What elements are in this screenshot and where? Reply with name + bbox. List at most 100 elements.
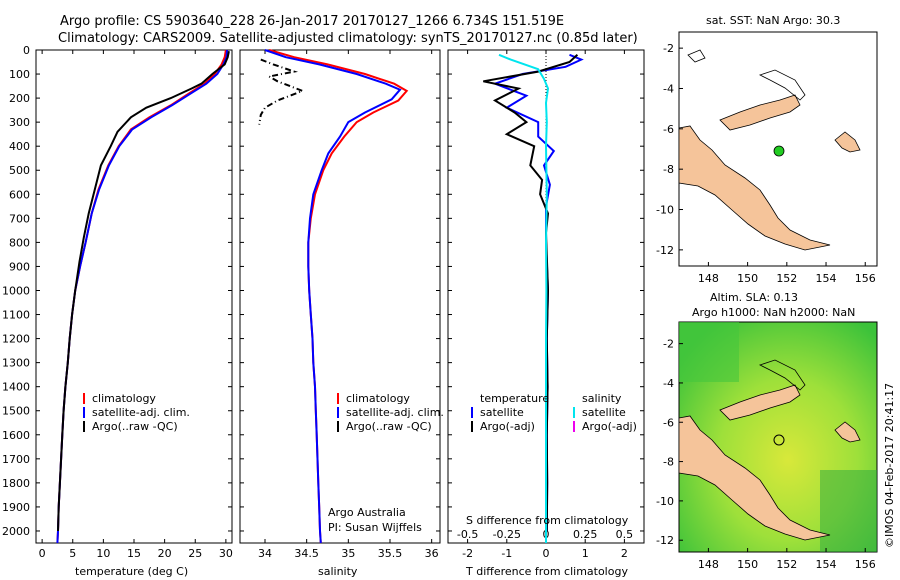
title-line-2: Climatology: CARS2009. Satellite-adjuste… (58, 31, 638, 46)
sst-coast-new-ireland (758, 69, 806, 101)
sla-landmass-bougainville (834, 421, 861, 443)
legend-label: Argo(-adj) (480, 420, 535, 433)
map-y-tick-label: -6 (663, 416, 674, 429)
top-tick-label: 0.5 (616, 528, 634, 541)
imos-credit: ©IMOS 04-Feb-2017 20:41:17 (883, 383, 896, 548)
legend-label: climatology (346, 392, 410, 405)
x-tick-label: 34.5 (294, 547, 319, 560)
difference-x-axis: -2 -1 0 1 2 (462, 50, 628, 560)
depth-tick-label: 1800 (2, 477, 30, 490)
x-tick-label: 2 (621, 547, 628, 560)
map-y-tick-label: -8 (663, 456, 674, 469)
sla-landmass-new-britain (719, 384, 801, 421)
difference-top-label: S difference from climatology (466, 514, 629, 527)
map-x-tick-label: 152 (776, 272, 797, 285)
x-tick-label: -2 (462, 547, 473, 560)
map-y-tick-label: -6 (663, 123, 674, 136)
credit-argo-australia: Argo Australia (328, 506, 406, 519)
map-y-tick-label: -12 (656, 534, 674, 547)
map-y-tick-label: -12 (656, 244, 674, 257)
x-tick-label: 0 (543, 547, 550, 560)
salinity-xlabel: salinity (318, 565, 358, 578)
depth-tick-label: 2000 (2, 525, 30, 538)
map-y-tick-label: -8 (663, 163, 674, 176)
map-y-tick-label: -2 (663, 42, 674, 55)
legend-title-salinity: salinity (582, 392, 622, 405)
difference-series (483, 53, 584, 543)
sla-low-anomaly-nw (679, 322, 739, 382)
temperature-x-axis: 0 5 10 15 20 25 30 (39, 50, 233, 560)
x-tick-label: 20 (158, 547, 172, 560)
sla-landmass-png (678, 415, 831, 541)
salinity-x-axis: 34 34.5 35 35.5 36 (258, 50, 439, 560)
map-x-tick-label: 150 (737, 558, 758, 571)
x-tick-label: 35.5 (378, 547, 403, 560)
depth-tick-label: 1500 (2, 405, 30, 418)
x-tick-label: 36 (425, 547, 439, 560)
sst-landmass-png (678, 125, 831, 251)
top-tick-label: -0.25 (493, 528, 521, 541)
series-argo-raw-qc- (258, 58, 306, 125)
depth-tick-label: 600 (9, 188, 30, 201)
map-y-tick-label: -4 (663, 377, 674, 390)
top-tick-label: -0.5 (457, 528, 478, 541)
legend-label: satellite (480, 406, 524, 419)
x-tick-label: 5 (69, 547, 76, 560)
map-y-tick-label: -10 (656, 495, 674, 508)
depth-tick-label: 200 (9, 92, 30, 105)
series-satellite-adj-clim- (264, 49, 402, 544)
sla-map-axes: 148 150 152 154 156 -2 -4 -6 -8 -10 -12 (656, 338, 876, 571)
sla-map-title-1: Altim. SLA: 0.13 (710, 291, 798, 304)
legend-label: satellite-adj. clim. (92, 406, 190, 419)
x-tick-label: 15 (127, 547, 141, 560)
legend-title-temperature: temperature (480, 392, 549, 405)
sla-argo-float-marker (773, 434, 785, 446)
depth-tick-label: 400 (9, 140, 30, 153)
map-x-tick-label: 152 (776, 558, 797, 571)
depth-tick-label: 1400 (2, 381, 30, 394)
map-x-tick-label: 156 (855, 272, 876, 285)
legend-label: Argo(-adj) (582, 420, 637, 433)
legend-label: satellite-adj. clim. (346, 406, 444, 419)
map-x-tick-label: 156 (855, 558, 876, 571)
sst-map-axes: 148 150 152 154 156 -2 -4 -6 -8 -10 -12 (656, 42, 876, 285)
series-t-argo-adj- (483, 54, 579, 532)
sla-coast-new-ireland (758, 359, 806, 391)
depth-tick-label: 100 (9, 68, 30, 81)
sst-landmass-new-britain (719, 94, 801, 131)
depth-tick-label: 1600 (2, 429, 30, 442)
series-s-satellite (498, 53, 550, 543)
depth-tick-label: 1100 (2, 309, 30, 322)
map-x-tick-label: 150 (737, 272, 758, 285)
difference-legend: temperature satellite Argo(-adj) salinit… (471, 392, 637, 433)
map-x-tick-label: 154 (816, 558, 837, 571)
sla-map-title-2: Argo h1000: NaN h2000: NaN (692, 306, 855, 319)
depth-tick-label: 800 (9, 236, 30, 249)
x-tick-label: 35 (341, 547, 355, 560)
map-y-tick-label: -10 (656, 204, 674, 217)
map-x-tick-label: 154 (816, 272, 837, 285)
title-line-1: Argo profile: CS 5903640_228 26-Jan-2017… (60, 14, 564, 29)
map-x-tick-label: 148 (698, 272, 719, 285)
depth-axis: 0 100 200 300 400 500 600 700 800 900 1000 1100 1200… (2, 44, 644, 538)
sla-map: 148 150 152 154 156 -2 -4 -6 -8 -10 -12 (656, 321, 878, 571)
legend-label: Argo(..raw -QC) (92, 420, 178, 433)
top-tick-label: 0.25 (573, 528, 598, 541)
temperature-legend: climatology satellite-adj. clim. Argo(..… (83, 392, 190, 433)
depth-tick-label: 1200 (2, 333, 30, 346)
salinity-panel (239, 49, 441, 544)
temperature-series (56, 49, 230, 544)
salinity-legend: climatology satellite-adj. clim. Argo(..… (328, 392, 444, 534)
temperature-xlabel: temperature (deg C) (75, 565, 188, 578)
sst-argo-float-marker (773, 145, 785, 157)
legend-label: Argo(..raw -QC) (346, 420, 432, 433)
depth-tick-label: 1900 (2, 501, 30, 514)
x-tick-label: 25 (188, 547, 202, 560)
x-tick-label: 10 (96, 547, 110, 560)
salinity-series (258, 49, 409, 544)
temperature-panel (35, 49, 233, 544)
depth-tick-label: 1300 (2, 357, 30, 370)
series-argo-raw-qc- (57, 51, 230, 532)
x-tick-label: 30 (219, 547, 233, 560)
x-tick-label: 34 (258, 547, 272, 560)
